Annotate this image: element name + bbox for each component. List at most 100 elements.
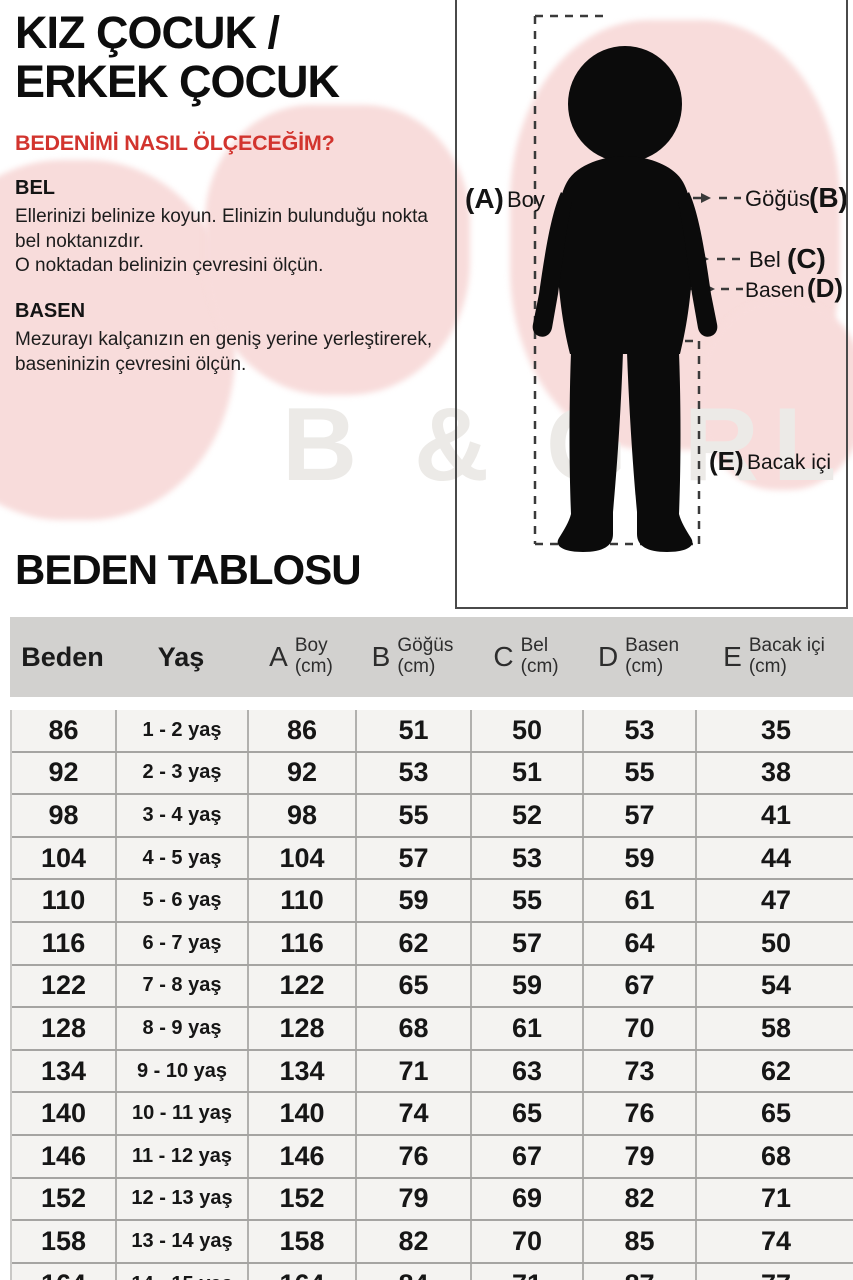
table-cell: 73 bbox=[584, 1050, 697, 1092]
column-letter: A bbox=[269, 641, 288, 672]
column-header: Beden bbox=[10, 642, 115, 673]
table-cell: 146 bbox=[12, 1135, 117, 1177]
table-cell: 134 bbox=[12, 1050, 117, 1092]
table-row: 110 5 - 6 yaş 110 59 55 61 47 bbox=[12, 878, 853, 921]
table-cell: 164 bbox=[249, 1263, 357, 1280]
table-cell: 59 bbox=[472, 965, 584, 1007]
child-silhouette-diagram: (A) Boy Göğüs (B) Bel (C) Basen (D) (E) … bbox=[465, 14, 846, 552]
bel-heading: BEL bbox=[15, 177, 55, 200]
column-label: Beden bbox=[21, 641, 104, 672]
table-row: 104 4 - 5 yaş 104 57 53 59 44 bbox=[12, 835, 853, 879]
table-cell: 10 - 11 yaş bbox=[117, 1093, 249, 1134]
table-cell: 116 bbox=[249, 922, 357, 964]
table-cell: 50 bbox=[472, 710, 584, 751]
table-cell: 7 - 8 yaş bbox=[117, 965, 249, 1007]
table-cell: 122 bbox=[249, 965, 357, 1007]
column-name-unit: Boy (cm) bbox=[294, 635, 333, 677]
table-cell: 51 bbox=[357, 710, 472, 751]
table-row: 98 3 - 4 yaş 98 55 52 57 41 bbox=[12, 793, 853, 836]
table-cell: 77 bbox=[697, 1264, 853, 1280]
table-row: 86 1 - 2 yaş 86 51 50 53 35 bbox=[12, 710, 853, 751]
table-cell: 122 bbox=[12, 965, 117, 1007]
table-cell: 41 bbox=[760, 799, 792, 830]
table-cell: 4 - 5 yaş bbox=[117, 837, 249, 879]
column-letter: E bbox=[723, 641, 742, 672]
table-cell: 71 bbox=[760, 1183, 792, 1214]
table-cell: 14 - 15 yaş bbox=[117, 1263, 249, 1280]
bel-instructions: Ellerinizi belinize koyun. Elinizin bulu… bbox=[15, 206, 428, 277]
table-cell: 55 bbox=[472, 880, 584, 921]
table-cell: 53 bbox=[584, 710, 697, 751]
table-cell: 79 bbox=[357, 1178, 472, 1220]
table-cell: 104 bbox=[249, 837, 357, 879]
label-letter-d: (D) bbox=[807, 273, 843, 303]
table-cell: 128 bbox=[249, 1008, 357, 1049]
size-table: Beden Yaş A Boy (cm) B Göğüs (cm) C Bel (cm) D Basen… bbox=[10, 617, 853, 1280]
table-cell: 69 bbox=[472, 1178, 584, 1220]
table-cell: 59 bbox=[584, 837, 697, 879]
table-row: 92 2 - 3 yaş 92 53 51 55 38 bbox=[12, 750, 853, 794]
pink-watermark-blob bbox=[700, 300, 853, 490]
table-cell: 8 - 9 yaş bbox=[117, 1008, 249, 1049]
table-cell: 70 bbox=[472, 1221, 584, 1262]
table-cell: 134 bbox=[249, 1050, 357, 1092]
table-row: 140 10 - 11 yaş 140 74 65 76 65 bbox=[12, 1091, 853, 1134]
table-cell: 67 bbox=[472, 1135, 584, 1177]
table-cell: 67 bbox=[584, 965, 697, 1007]
table-cell: 12 - 13 yaş bbox=[117, 1178, 249, 1220]
table-cell: 3 - 4 yaş bbox=[117, 795, 249, 836]
table-cell: 55 bbox=[584, 752, 697, 794]
label-letter-e: (E) bbox=[709, 446, 744, 476]
table-cell: 71 bbox=[357, 1050, 472, 1092]
table-cell: 51 bbox=[472, 752, 584, 794]
table-cell: 158 bbox=[12, 1221, 117, 1262]
table-cell: 57 bbox=[472, 922, 584, 964]
intro-section: KIZ ÇOCUK / ERKEK ÇOCUK BEDENİMİ NASIL Ö… bbox=[15, 8, 455, 378]
table-cell: 104 bbox=[12, 837, 117, 879]
table-cell: 65 bbox=[760, 1098, 792, 1129]
table-cell: 47 bbox=[760, 885, 792, 916]
table-cell: 63 bbox=[472, 1050, 584, 1092]
basen-instructions: Mezurayı kalçanızın en geniş yerine yerl… bbox=[15, 329, 433, 375]
table-cell: 82 bbox=[584, 1178, 697, 1220]
column-name-unit: Bel (cm) bbox=[520, 635, 559, 677]
table-cell: 92 bbox=[12, 752, 117, 794]
table-row: 134 9 - 10 yaş 134 71 63 73 62 bbox=[12, 1048, 853, 1092]
table-cell: 152 bbox=[12, 1178, 117, 1220]
table-cell: 71 bbox=[472, 1263, 584, 1280]
table-cell: 70 bbox=[584, 1008, 697, 1049]
label-bel: Bel bbox=[749, 247, 781, 272]
label-letter-b: (B) bbox=[809, 182, 846, 213]
table-cell: 87 bbox=[584, 1263, 697, 1280]
table-cell: 110 bbox=[12, 880, 117, 921]
table-cell: 58 bbox=[760, 1012, 792, 1043]
table-row: 152 12 - 13 yaş 152 79 69 82 71 bbox=[12, 1176, 853, 1220]
table-cell: 164 bbox=[12, 1263, 117, 1280]
table-cell: 158 bbox=[249, 1221, 357, 1262]
table-cell: 65 bbox=[472, 1093, 584, 1134]
column-header: A Boy (cm) bbox=[247, 636, 355, 677]
column-letter: B bbox=[371, 641, 391, 672]
table-cell: 76 bbox=[584, 1093, 697, 1134]
table-cell: 5 - 6 yaş bbox=[117, 880, 249, 921]
table-row: 122 7 - 8 yaş 122 65 59 67 54 bbox=[12, 963, 853, 1007]
table-cell: 55 bbox=[357, 795, 472, 836]
table-cell: 13 - 14 yaş bbox=[117, 1221, 249, 1262]
label-bacak-ici: Bacak içi bbox=[747, 451, 831, 474]
table-cell: 152 bbox=[249, 1178, 357, 1220]
column-header: Yaş bbox=[115, 642, 247, 673]
table-cell: 140 bbox=[249, 1093, 357, 1134]
table-cell: 1 - 2 yaş bbox=[117, 710, 249, 751]
table-cell: 98 bbox=[12, 795, 117, 836]
basen-heading: BASEN bbox=[15, 300, 86, 323]
pink-watermark-blob bbox=[205, 105, 470, 395]
column-name-unit: Göğüs (cm) bbox=[397, 635, 454, 677]
column-name-unit: Basen (cm) bbox=[625, 635, 680, 677]
table-cell: 74 bbox=[760, 1225, 792, 1256]
table-cell: 61 bbox=[472, 1008, 584, 1049]
column-header: E Bacak içi (cm) bbox=[695, 636, 853, 677]
table-cell: 62 bbox=[357, 922, 472, 964]
label-letter-c: (C) bbox=[787, 243, 826, 274]
table-cell: 61 bbox=[584, 880, 697, 921]
table-cell: 110 bbox=[249, 880, 357, 921]
